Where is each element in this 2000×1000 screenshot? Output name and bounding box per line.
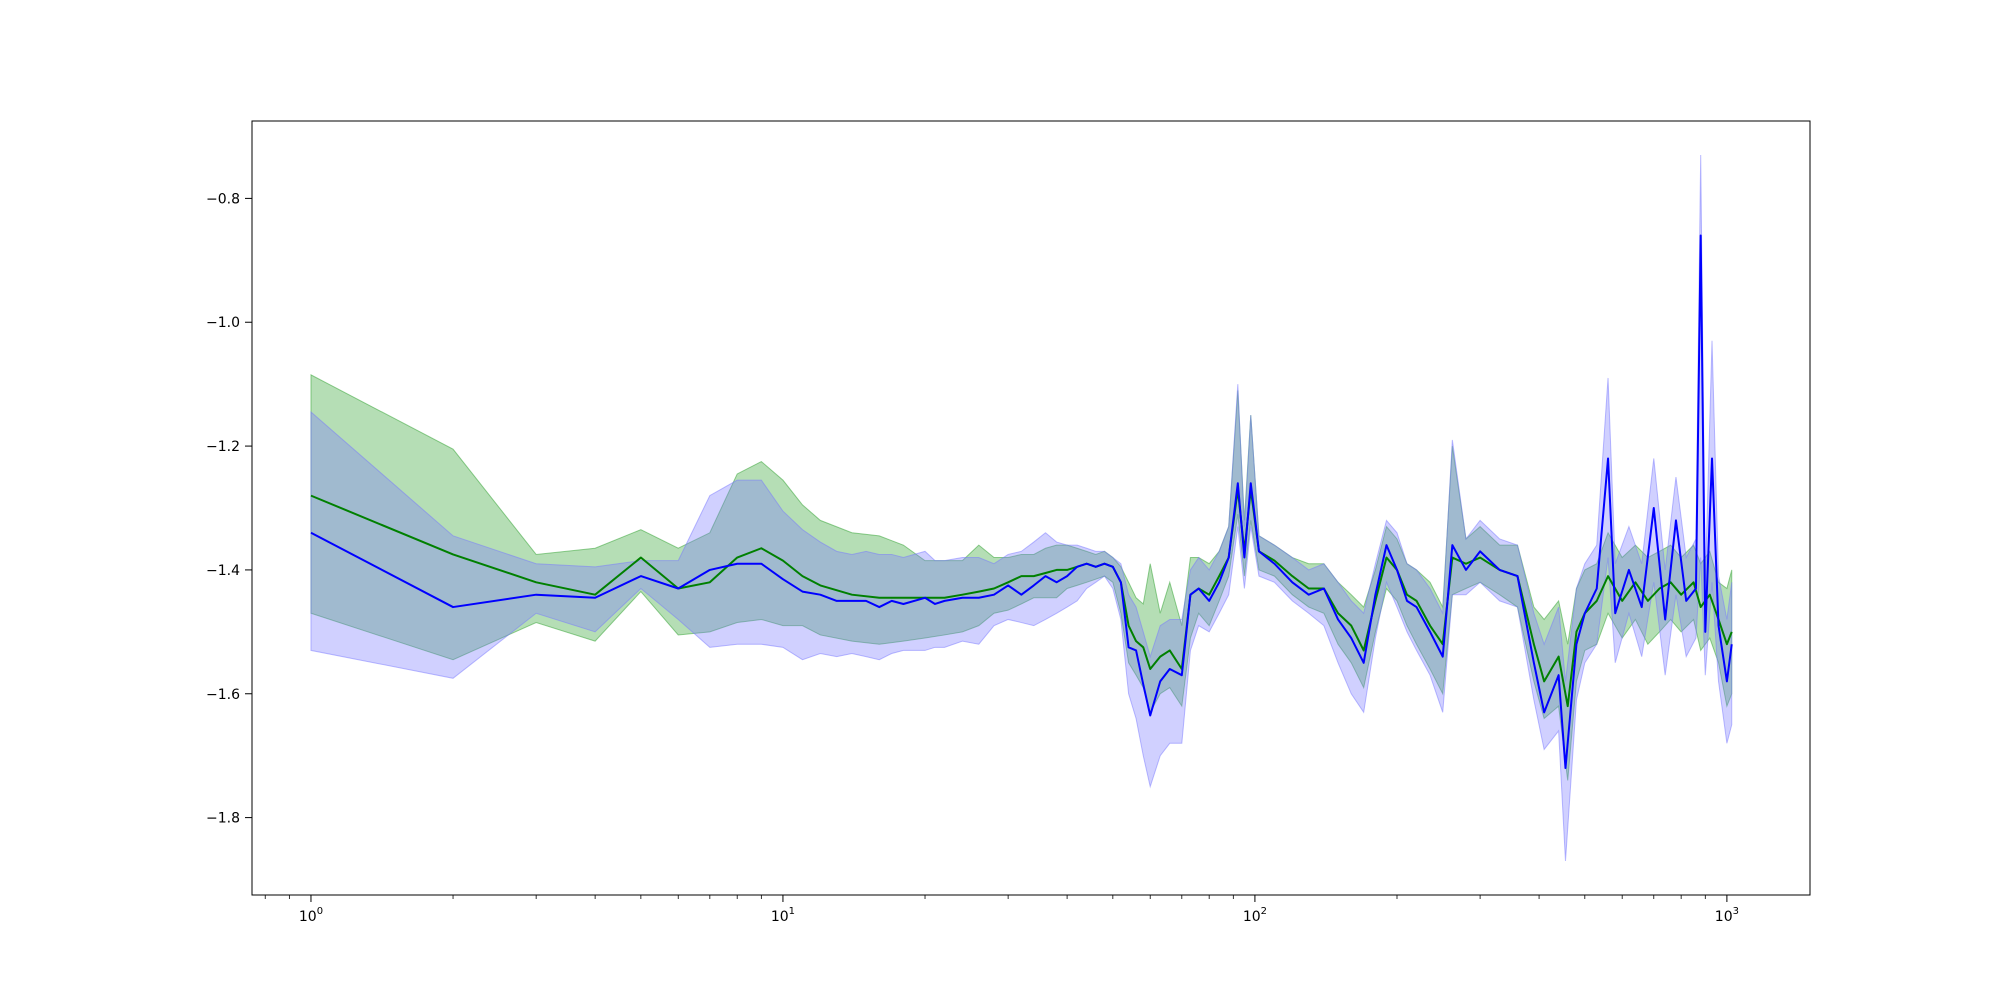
series-lines (310, 234, 1733, 770)
y-tick-label: −1.6 (206, 687, 240, 703)
x-tick-label: 100 (299, 906, 323, 925)
y-tick-label: −1.0 (206, 315, 240, 331)
series-2-band (310, 155, 1733, 861)
plot-frame (251, 120, 1811, 896)
x-axis: 100 101 102 103 (264, 895, 1739, 925)
x-tick-label: 102 (1243, 906, 1267, 925)
series-2-line (310, 234, 1733, 770)
y-tick-label: −1.2 (206, 439, 240, 455)
x-tick-label: 101 (771, 906, 795, 925)
x-tick-label: 103 (1715, 906, 1739, 925)
y-tick-label: −1.8 (206, 811, 240, 827)
y-tick-label: −1.4 (206, 563, 240, 579)
confidence-bands (310, 155, 1733, 861)
y-axis: −0.8 −1.0 −1.2 −1.4 −1.6 −1.8 (206, 191, 252, 827)
y-tick-label: −0.8 (206, 191, 240, 207)
